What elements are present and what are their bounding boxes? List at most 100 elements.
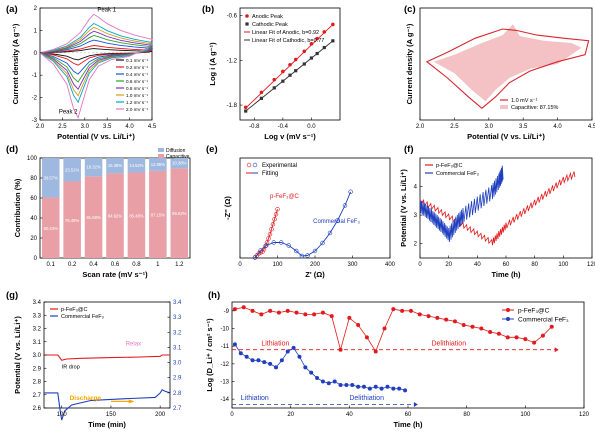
b-point-cathodic <box>281 79 285 83</box>
h-point <box>356 384 361 389</box>
c-x-tick-label: 4.0 <box>553 124 562 130</box>
e-point <box>299 253 305 259</box>
c-legend-label: 1.0 mV s⁻¹ <box>511 98 538 104</box>
g-y-tick-label: 2.7 <box>33 393 42 399</box>
panel-label: (d) <box>6 144 18 155</box>
h-point <box>256 358 261 363</box>
e-point <box>335 218 340 223</box>
g-right-y-tick-label: 3.0 <box>173 361 182 367</box>
b-point-anodic <box>309 42 314 46</box>
e-x-tick-label: 0 <box>238 262 242 268</box>
d-bar-label-diffusion: 12.85% <box>151 162 165 167</box>
a-cv-curve <box>38 30 153 90</box>
e-point <box>286 243 291 248</box>
e-point <box>269 227 274 232</box>
x-axis-title: Scan rate (mV s⁻¹) <box>82 270 148 279</box>
e-point <box>266 236 271 241</box>
h-y-tick-label: -11 <box>221 344 230 350</box>
d-bar-diffusion <box>127 158 146 173</box>
a-legend-label: 0.6 mV s⁻¹ <box>126 79 149 84</box>
d-bar-diffusion <box>63 158 81 182</box>
panel-label: (h) <box>208 290 220 301</box>
e-point <box>270 222 276 227</box>
panel-b-log-plot: (b) Anodic Peak Cathodic Peak Linear Fit of… <box>202 4 341 141</box>
e-point <box>264 243 269 248</box>
b-point-anodic <box>293 57 298 62</box>
f-x-tick-label: 120 <box>587 262 595 268</box>
panel-h-diffusion-coefficient: (h) Lithiation Delithiation Lithiation Delit… <box>205 290 590 429</box>
d-bar-capacitive <box>127 172 146 258</box>
h-legend-marker <box>506 308 510 312</box>
d-bar-capacitive <box>170 168 189 258</box>
d-y-tick-label: 0 <box>34 256 38 262</box>
h-x-tick-label: 120 <box>579 412 590 418</box>
panel-label: (b) <box>202 4 214 15</box>
d-legend-swatch <box>158 148 164 152</box>
h-point <box>347 315 352 320</box>
b-x-tick-label: 0.0 <box>307 124 316 130</box>
h-point <box>244 354 249 359</box>
d-bar-capacitive <box>84 176 103 258</box>
h-point <box>303 312 308 317</box>
f-gitt-curve <box>419 171 576 246</box>
a-cv-curve <box>38 22 153 104</box>
h-point <box>350 383 355 388</box>
f-x-tick-label: 60 <box>503 262 510 268</box>
b-point-cathodic <box>294 69 298 73</box>
panel-g-single-titration: (g) Relax IR drop Discharge p-FeF₃@CCommerci… <box>6 290 182 429</box>
x-axis-title: Log v (mV s⁻¹) <box>264 132 316 141</box>
a-cv-curve <box>39 48 153 61</box>
d-bar-capacitive <box>149 170 167 258</box>
f-legend-label: Commercial FeF₃ <box>436 171 479 177</box>
d-bar-label-capacitive: 60.43% <box>44 226 58 231</box>
e-point <box>264 240 270 245</box>
d-x-tick-label: 0.4 <box>89 262 98 268</box>
g-right-y-tick-label: 3.2 <box>173 330 182 336</box>
h-point <box>320 310 325 315</box>
h-x-tick-label: 80 <box>463 412 470 418</box>
d-bar-capacitive <box>41 197 60 258</box>
h-point <box>320 379 325 384</box>
c-x-tick-label: 2.0 <box>416 124 425 130</box>
h-point <box>479 326 484 331</box>
e-point <box>267 232 273 237</box>
e-point <box>272 217 277 222</box>
d-bar-label-capacitive: 76.49% <box>65 218 79 223</box>
h-point <box>444 317 449 322</box>
g-y-tick-label: 3.0 <box>33 353 42 359</box>
h-y-tick-label: -12 <box>220 362 229 368</box>
e-x-tick-label: 300 <box>347 262 358 268</box>
b-point-cathodic <box>315 51 319 56</box>
f-y-tick-label: 4 <box>414 185 418 191</box>
y-axis-title: -Z'' (Ω) <box>223 196 232 220</box>
f-x-tick-label: 80 <box>531 262 538 268</box>
h-x-tick-label: 0 <box>230 412 234 418</box>
e-point <box>312 248 318 254</box>
d-bar-label-diffusion: 15.38% <box>108 163 122 168</box>
a-y-tick-label: -2 <box>32 96 38 102</box>
b-point-anodic <box>272 77 277 82</box>
a-cv-curve <box>39 39 154 75</box>
h-point <box>291 345 296 350</box>
d-x-tick-label: 1.2 <box>175 262 184 268</box>
panel-e-nyquist-plot: (e) p-FeF₃@C Commercial FeF₃ Experimental Fi… <box>206 144 396 279</box>
h-point <box>238 351 243 356</box>
h-point <box>326 381 331 386</box>
c-x-tick-label: 4.5 <box>588 124 595 130</box>
d-bar-label-capacitive: 89.62% <box>172 211 186 216</box>
e-point <box>327 230 333 236</box>
g-titration-curve <box>44 354 170 361</box>
f-y-tick-label: 3 <box>414 213 418 219</box>
a-x-tick-label: 3.5 <box>103 124 112 130</box>
b-legend-label: Linear Fit of Cathodic, b=0.77 <box>252 38 324 44</box>
e-x-tick-label: 100 <box>272 262 283 268</box>
b-point-cathodic <box>288 73 292 77</box>
a-y-tick-label: -3 <box>32 118 38 124</box>
a-x-tick-label: 4.0 <box>125 124 134 130</box>
h-y-tick-label: -13 <box>220 380 229 386</box>
h-point <box>285 349 290 354</box>
h-point <box>523 337 528 342</box>
h-point <box>309 370 314 375</box>
d-bar-capacitive <box>63 181 81 258</box>
g-annotation-relax: Relax <box>126 342 141 348</box>
